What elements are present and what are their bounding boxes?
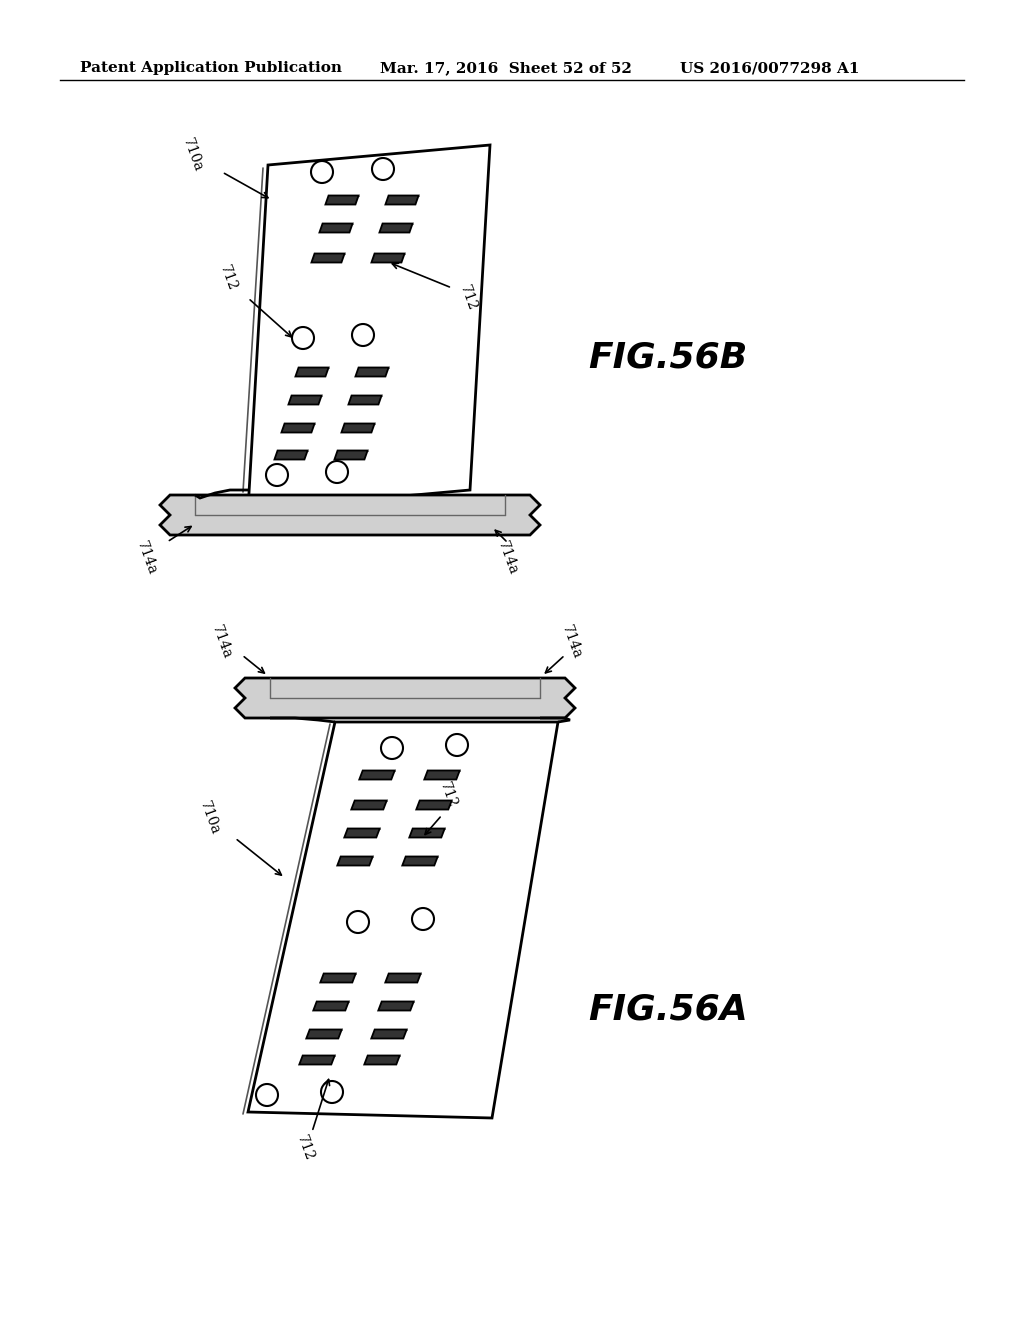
Polygon shape: [248, 145, 490, 510]
Circle shape: [446, 734, 468, 756]
Polygon shape: [344, 829, 380, 837]
Polygon shape: [372, 1030, 407, 1039]
Text: Mar. 17, 2016  Sheet 52 of 52: Mar. 17, 2016 Sheet 52 of 52: [380, 61, 632, 75]
Polygon shape: [296, 367, 329, 376]
Polygon shape: [351, 800, 387, 809]
Polygon shape: [299, 1056, 335, 1064]
Text: FIG.56A: FIG.56A: [588, 993, 748, 1027]
Circle shape: [266, 465, 288, 486]
Text: 714a: 714a: [559, 623, 585, 661]
Polygon shape: [335, 450, 368, 459]
Polygon shape: [313, 1002, 349, 1011]
Circle shape: [292, 327, 314, 348]
Circle shape: [256, 1084, 278, 1106]
Text: 714a: 714a: [496, 539, 520, 577]
Polygon shape: [160, 495, 540, 535]
Text: US 2016/0077298 A1: US 2016/0077298 A1: [680, 61, 859, 75]
Polygon shape: [372, 253, 404, 263]
Circle shape: [326, 461, 348, 483]
Polygon shape: [410, 829, 444, 837]
Polygon shape: [359, 771, 394, 780]
Circle shape: [372, 158, 394, 180]
Polygon shape: [326, 195, 358, 205]
Text: 712: 712: [294, 1133, 316, 1163]
Circle shape: [352, 323, 374, 346]
Polygon shape: [365, 1056, 399, 1064]
Polygon shape: [289, 396, 322, 404]
Text: 712: 712: [437, 780, 459, 810]
Polygon shape: [402, 857, 437, 866]
Text: 714a: 714a: [134, 539, 160, 577]
Polygon shape: [417, 800, 452, 809]
Polygon shape: [321, 974, 355, 982]
Circle shape: [321, 1081, 343, 1104]
Polygon shape: [341, 424, 375, 433]
Text: 712: 712: [457, 284, 479, 313]
Polygon shape: [424, 771, 460, 780]
Text: 710a: 710a: [198, 799, 222, 837]
Polygon shape: [355, 367, 388, 376]
Text: 714a: 714a: [210, 623, 234, 661]
Polygon shape: [282, 424, 314, 433]
Circle shape: [381, 737, 403, 759]
Text: Patent Application Publication: Patent Application Publication: [80, 61, 342, 75]
Text: 710a: 710a: [180, 136, 206, 174]
Circle shape: [412, 908, 434, 931]
Polygon shape: [311, 253, 344, 263]
Polygon shape: [234, 678, 575, 718]
Polygon shape: [306, 1030, 342, 1039]
Polygon shape: [274, 450, 307, 459]
Polygon shape: [248, 722, 558, 1118]
Polygon shape: [348, 396, 382, 404]
Polygon shape: [385, 195, 419, 205]
Text: FIG.56B: FIG.56B: [588, 341, 748, 375]
Polygon shape: [378, 1002, 414, 1011]
Polygon shape: [385, 974, 421, 982]
Polygon shape: [319, 223, 352, 232]
Polygon shape: [380, 223, 413, 232]
Circle shape: [347, 911, 369, 933]
Text: 712: 712: [217, 263, 240, 293]
Circle shape: [311, 161, 333, 183]
Polygon shape: [337, 857, 373, 866]
